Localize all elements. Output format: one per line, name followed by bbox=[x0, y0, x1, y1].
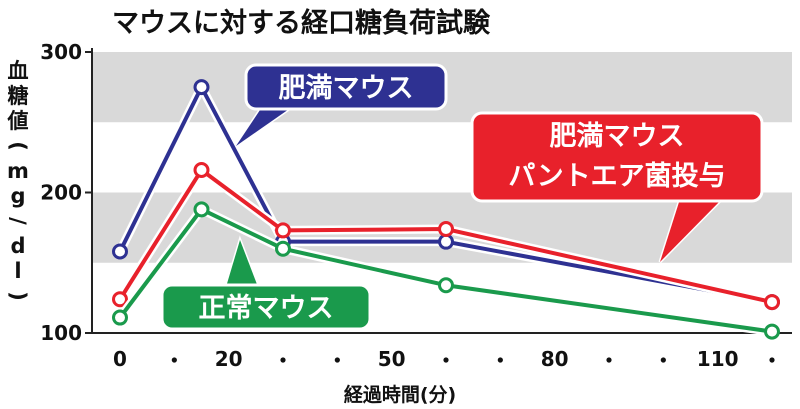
y-tick-label: 200 bbox=[40, 181, 82, 205]
x-tick-label: 110 bbox=[697, 347, 739, 371]
y-axis-label: 血糖値 ( mg / dl) bbox=[6, 59, 30, 301]
callout-box bbox=[244, 63, 448, 111]
x-minor-dot bbox=[171, 357, 177, 363]
x-minor-dot bbox=[334, 357, 340, 363]
data-point bbox=[764, 294, 780, 311]
series-2 bbox=[112, 201, 780, 340]
y-label-char: l bbox=[14, 259, 21, 283]
y-label-char: g bbox=[10, 184, 25, 208]
y-label-char: m bbox=[7, 159, 29, 183]
data-point bbox=[193, 201, 210, 218]
x-minor-dot bbox=[280, 357, 286, 363]
data-point bbox=[112, 291, 128, 308]
data-point bbox=[112, 309, 128, 326]
data-point bbox=[275, 240, 291, 257]
x-minor-dot bbox=[497, 357, 503, 363]
callout-box bbox=[470, 111, 764, 203]
y-tick-label: 300 bbox=[40, 40, 82, 64]
x-minor-dot bbox=[443, 357, 449, 363]
y-label-char: 血 bbox=[8, 59, 29, 83]
series-lines bbox=[112, 79, 780, 340]
x-tick-label: 0 bbox=[113, 347, 127, 371]
callout-text: 正常マウス bbox=[199, 293, 334, 324]
y-label-char: ) bbox=[6, 291, 30, 301]
callout-text: 肥満マウス bbox=[550, 121, 685, 152]
callout-2: 正常マウス bbox=[160, 235, 372, 331]
data-point bbox=[438, 221, 454, 238]
x-tick-label: 80 bbox=[541, 347, 569, 371]
callout-box bbox=[160, 283, 372, 331]
data-point bbox=[438, 233, 454, 250]
y-label-char: ( bbox=[6, 141, 30, 151]
data-point bbox=[275, 222, 291, 239]
x-axis-label: 経過時間(分) bbox=[344, 383, 456, 406]
axes bbox=[85, 48, 792, 334]
data-point bbox=[438, 277, 454, 294]
callout-0: 肥満マウス bbox=[234, 63, 448, 148]
y-tick-label: 100 bbox=[40, 321, 82, 345]
x-tick-label: 50 bbox=[378, 347, 406, 371]
data-point bbox=[193, 162, 210, 179]
x-tick-label: 20 bbox=[215, 347, 243, 371]
data-point bbox=[112, 243, 128, 260]
y-label-char: 糖 bbox=[8, 84, 29, 108]
x-minor-dot bbox=[769, 357, 775, 363]
callout-text: 肥満マウス bbox=[279, 73, 414, 104]
y-label-char: / bbox=[6, 217, 30, 225]
chart-title: マウスに対する経口糖負荷試験 bbox=[112, 7, 491, 39]
y-label-char: d bbox=[10, 234, 25, 258]
tick-labels: 100 200 300 0 20 50 80 110 bbox=[40, 40, 775, 371]
x-minor-dot bbox=[660, 357, 666, 363]
data-point bbox=[764, 323, 780, 340]
series-1 bbox=[112, 162, 780, 311]
y-label-char: 値 bbox=[7, 109, 29, 133]
data-point bbox=[193, 79, 210, 96]
x-minor-dot bbox=[606, 357, 612, 363]
callout-text: パントエア菌投与 bbox=[508, 161, 725, 192]
